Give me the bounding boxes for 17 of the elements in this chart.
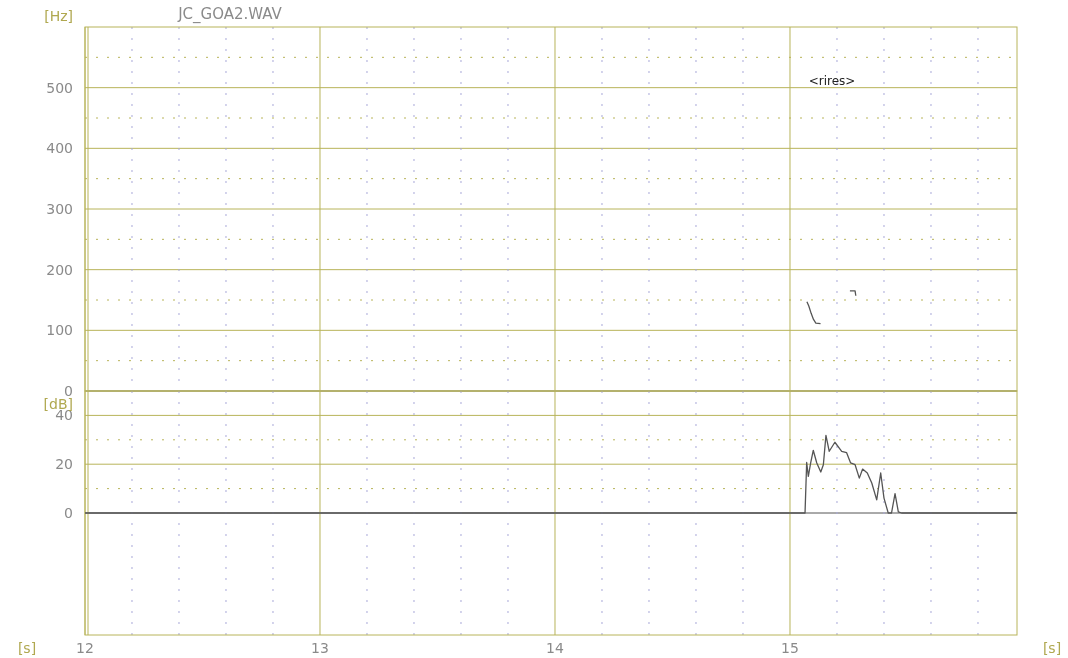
y-tick-label: 0 (64, 505, 73, 521)
y-tick-label: 500 (46, 79, 73, 96)
y-tick-label: 20 (55, 456, 73, 473)
text: [s] (17, 640, 37, 656)
y-tick-label: 400 (46, 140, 73, 157)
annotation: <rires> (808, 74, 856, 88)
y-tick-label: 200 (46, 261, 73, 278)
chart-title: JC_GOA2.WAV (177, 5, 283, 24)
x-tick-label: 13 (311, 640, 329, 656)
x-tick-label: 15 (781, 640, 799, 656)
x-tick-label: 12 (76, 640, 94, 656)
y-axis-title: [Hz] (44, 8, 73, 24)
x-axis-title: [s] (1042, 640, 1062, 656)
y-tick-label: 100 (46, 322, 73, 339)
x-tick-label: 14 (546, 640, 564, 656)
y-tick-label: 300 (46, 201, 73, 217)
y-tick-label: 0 (64, 383, 73, 399)
